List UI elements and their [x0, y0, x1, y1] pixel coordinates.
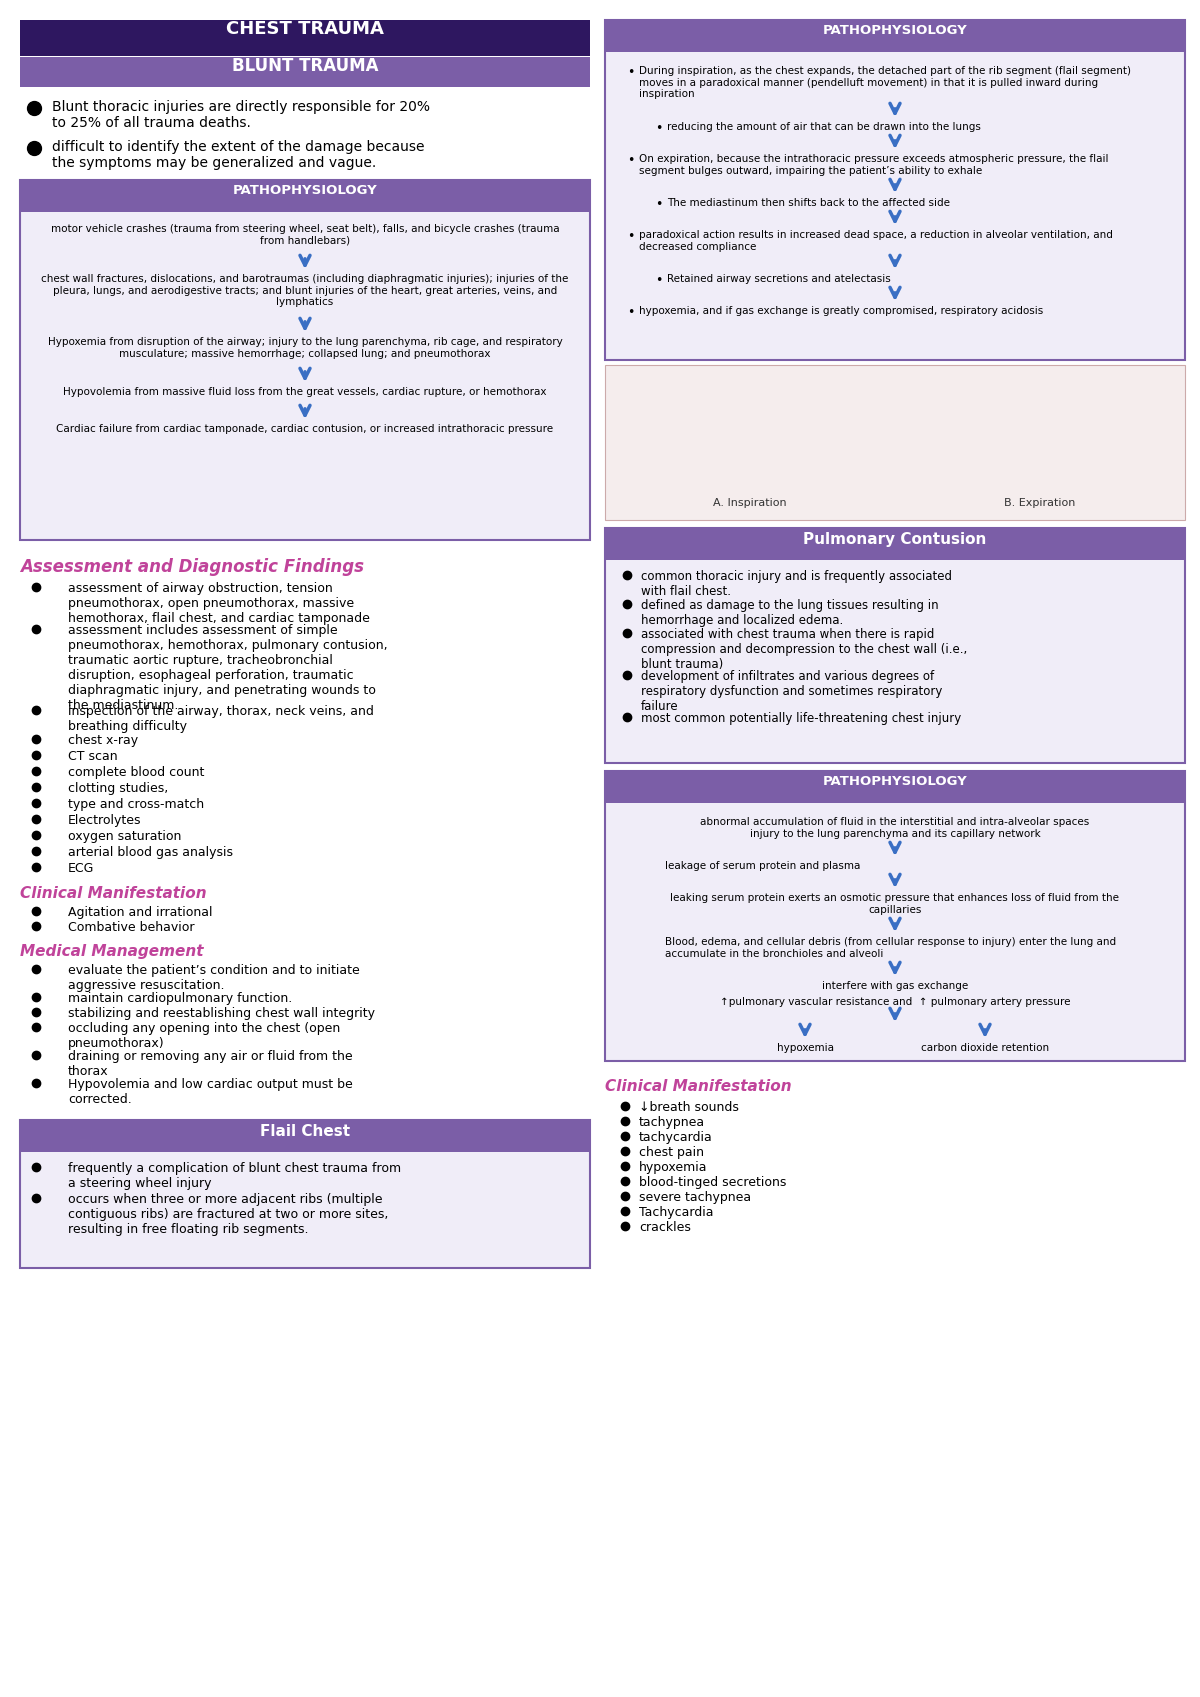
- Text: arterial blood gas analysis: arterial blood gas analysis: [68, 847, 233, 859]
- Text: Hypovolemia from massive fluid loss from the great vessels, cardiac rupture, or : Hypovolemia from massive fluid loss from…: [64, 387, 547, 397]
- Text: abnormal accumulation of fluid in the interstitial and intra-alveolar spaces
inj: abnormal accumulation of fluid in the in…: [701, 816, 1090, 838]
- Text: occurs when three or more adjacent ribs (multiple
contiguous ribs) are fractured: occurs when three or more adjacent ribs …: [68, 1193, 389, 1235]
- Text: chest x-ray: chest x-ray: [68, 735, 138, 747]
- Text: •: •: [628, 305, 635, 319]
- Bar: [20, 1120, 590, 1268]
- Bar: [605, 20, 1186, 360]
- Bar: [20, 1120, 590, 1152]
- Text: •: •: [655, 273, 662, 287]
- Text: tachycardia: tachycardia: [640, 1130, 713, 1144]
- Text: hypoxemia: hypoxemia: [776, 1044, 834, 1054]
- Text: Electrolytes: Electrolytes: [68, 815, 142, 826]
- Text: tachypnea: tachypnea: [640, 1117, 706, 1129]
- Text: PATHOPHYSIOLOGY: PATHOPHYSIOLOGY: [233, 183, 377, 197]
- Text: The mediastinum then shifts back to the affected side: The mediastinum then shifts back to the …: [667, 199, 950, 209]
- Text: type and cross-match: type and cross-match: [68, 798, 204, 811]
- Text: Clinical Manifestation: Clinical Manifestation: [605, 1079, 792, 1095]
- Text: reducing the amount of air that can be drawn into the lungs: reducing the amount of air that can be d…: [667, 122, 980, 132]
- Bar: [605, 20, 1186, 53]
- Text: leaking serum protein exerts an osmotic pressure that enhances loss of fluid fro: leaking serum protein exerts an osmotic …: [671, 893, 1120, 915]
- Text: Hypoxemia from disruption of the airway; injury to the lung parenchyma, rib cage: Hypoxemia from disruption of the airway;…: [48, 338, 563, 358]
- Text: CT scan: CT scan: [68, 750, 118, 764]
- Text: Blood, edema, and cellular debris (from cellular response to injury) enter the l: Blood, edema, and cellular debris (from …: [665, 937, 1116, 959]
- Text: development of infiltrates and various degrees of
respiratory dysfunction and so: development of infiltrates and various d…: [641, 670, 942, 713]
- Text: •: •: [655, 122, 662, 136]
- Text: leakage of serum protein and plasma: leakage of serum protein and plasma: [665, 860, 860, 871]
- Text: chest pain: chest pain: [640, 1145, 704, 1159]
- Bar: [20, 58, 590, 87]
- Text: During inspiration, as the chest expands, the detached part of the rib segment (: During inspiration, as the chest expands…: [640, 66, 1132, 98]
- Text: blood-tinged secretions: blood-tinged secretions: [640, 1176, 786, 1190]
- Text: •: •: [628, 66, 635, 80]
- Text: B. Expiration: B. Expiration: [1004, 497, 1075, 507]
- Text: PATHOPHYSIOLOGY: PATHOPHYSIOLOGY: [823, 776, 967, 787]
- Text: evaluate the patient’s condition and to initiate
aggressive resuscitation.: evaluate the patient’s condition and to …: [68, 964, 360, 993]
- Bar: [605, 528, 1186, 764]
- Bar: [605, 770, 1186, 803]
- Text: Combative behavior: Combative behavior: [68, 921, 194, 933]
- Text: occluding any opening into the chest (open
pneumothorax): occluding any opening into the chest (op…: [68, 1022, 341, 1050]
- Text: Pulmonary Contusion: Pulmonary Contusion: [803, 531, 986, 546]
- Text: Tachycardia: Tachycardia: [640, 1207, 714, 1218]
- Text: defined as damage to the lung tissues resulting in
hemorrhage and localized edem: defined as damage to the lung tissues re…: [641, 599, 938, 626]
- Bar: [605, 528, 1186, 560]
- Text: maintain cardiopulmonary function.: maintain cardiopulmonary function.: [68, 993, 293, 1005]
- Text: motor vehicle crashes (trauma from steering wheel, seat belt), falls, and bicycl: motor vehicle crashes (trauma from steer…: [50, 224, 559, 246]
- Bar: [20, 180, 590, 212]
- Text: assessment of airway obstruction, tension
pneumothorax, open pneumothorax, massi: assessment of airway obstruction, tensio…: [68, 582, 370, 624]
- Text: •: •: [655, 199, 662, 210]
- Text: difficult to identify the extent of the damage because
the symptoms may be gener: difficult to identify the extent of the …: [52, 139, 425, 170]
- Text: Blunt thoracic injuries are directly responsible for 20%
to 25% of all trauma de: Blunt thoracic injuries are directly res…: [52, 100, 430, 131]
- Text: Retained airway secretions and atelectasis: Retained airway secretions and atelectas…: [667, 273, 890, 283]
- Text: oxygen saturation: oxygen saturation: [68, 830, 181, 843]
- Text: •: •: [628, 154, 635, 166]
- Text: stabilizing and reestablishing chest wall integrity: stabilizing and reestablishing chest wal…: [68, 1006, 374, 1020]
- Text: ↑pulmonary vascular resistance and  ↑ pulmonary artery pressure: ↑pulmonary vascular resistance and ↑ pul…: [720, 998, 1070, 1006]
- Text: clotting studies,: clotting studies,: [68, 782, 168, 794]
- Text: Clinical Manifestation: Clinical Manifestation: [20, 886, 206, 901]
- Bar: [605, 365, 1186, 519]
- Text: inspection of the airway, thorax, neck veins, and
breathing difficulty: inspection of the airway, thorax, neck v…: [68, 704, 374, 733]
- Text: severe tachypnea: severe tachypnea: [640, 1191, 751, 1203]
- Text: ↓breath sounds: ↓breath sounds: [640, 1101, 739, 1113]
- Text: Cardiac failure from cardiac tamponade, cardiac contusion, or increased intratho: Cardiac failure from cardiac tamponade, …: [56, 424, 553, 434]
- Text: carbon dioxide retention: carbon dioxide retention: [920, 1044, 1049, 1054]
- Text: BLUNT TRAUMA: BLUNT TRAUMA: [232, 58, 378, 75]
- Text: A. Inspiration: A. Inspiration: [713, 497, 787, 507]
- Text: interfere with gas exchange: interfere with gas exchange: [822, 981, 968, 991]
- Text: Hypovolemia and low cardiac output must be
corrected.: Hypovolemia and low cardiac output must …: [68, 1078, 353, 1106]
- Text: •: •: [628, 231, 635, 243]
- Text: Flail Chest: Flail Chest: [260, 1123, 350, 1139]
- Text: crackles: crackles: [640, 1222, 691, 1234]
- Text: PATHOPHYSIOLOGY: PATHOPHYSIOLOGY: [823, 24, 967, 37]
- Bar: [605, 770, 1186, 1061]
- Text: complete blood count: complete blood count: [68, 765, 204, 779]
- Text: common thoracic injury and is frequently associated
with flail chest.: common thoracic injury and is frequently…: [641, 570, 952, 597]
- Text: assessment includes assessment of simple
pneumothorax, hemothorax, pulmonary con: assessment includes assessment of simple…: [68, 624, 388, 713]
- Text: draining or removing any air or fluid from the
thorax: draining or removing any air or fluid fr…: [68, 1050, 353, 1078]
- Text: Agitation and irrational: Agitation and irrational: [68, 906, 212, 920]
- Text: ECG: ECG: [68, 862, 95, 876]
- Bar: [20, 20, 590, 56]
- Text: hypoxemia, and if gas exchange is greatly compromised, respiratory acidosis: hypoxemia, and if gas exchange is greatl…: [640, 305, 1043, 316]
- Text: paradoxical action results in increased dead space, a reduction in alveolar vent: paradoxical action results in increased …: [640, 231, 1112, 251]
- Text: Medical Management: Medical Management: [20, 944, 204, 959]
- Text: most common potentially life-threatening chest injury: most common potentially life-threatening…: [641, 713, 961, 725]
- Text: Assessment and Diagnostic Findings: Assessment and Diagnostic Findings: [20, 558, 364, 575]
- Bar: [20, 180, 590, 540]
- Text: frequently a complication of blunt chest trauma from
a steering wheel injury: frequently a complication of blunt chest…: [68, 1162, 401, 1190]
- Text: hypoxemia: hypoxemia: [640, 1161, 708, 1174]
- Text: chest wall fractures, dislocations, and barotraumas (including diaphragmatic inj: chest wall fractures, dislocations, and …: [41, 273, 569, 307]
- Text: CHEST TRAUMA: CHEST TRAUMA: [226, 20, 384, 37]
- Text: On expiration, because the intrathoracic pressure exceeds atmospheric pressure, : On expiration, because the intrathoracic…: [640, 154, 1109, 175]
- Text: associated with chest trauma when there is rapid
compression and decompression t: associated with chest trauma when there …: [641, 628, 967, 670]
